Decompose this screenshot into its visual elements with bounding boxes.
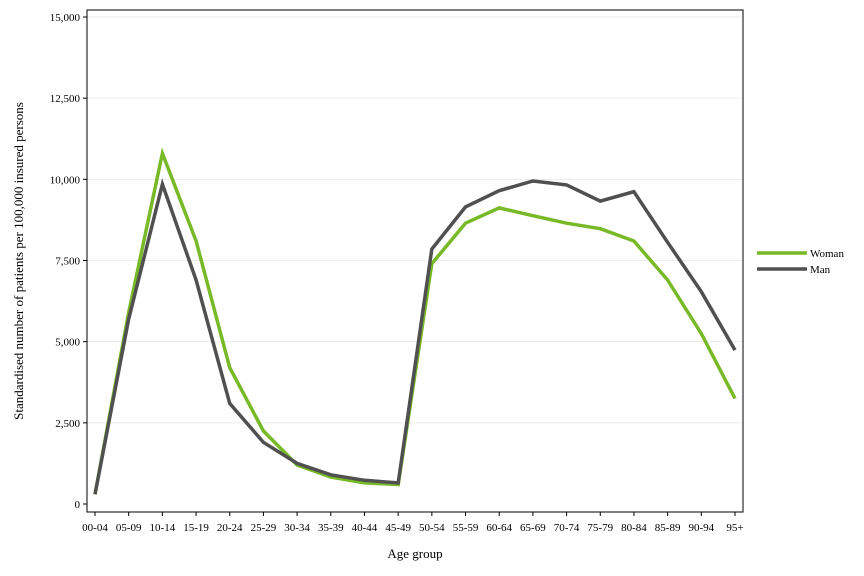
x-tick-label: 50-54 <box>419 522 445 534</box>
y-axis-title: Standardised number of patients per 100,… <box>11 102 26 420</box>
y-tick-label: 15,000 <box>50 12 81 24</box>
series-line-woman <box>93 147 737 495</box>
x-tick-label: 05-09 <box>116 522 142 534</box>
axes: 0 2,500 5,000 7,500 10,000 12,500 15,000 00-04 0… <box>50 12 744 534</box>
x-tick-label: 90-94 <box>688 522 714 534</box>
x-tick-label: 30-34 <box>284 522 310 534</box>
x-axis-title: Age group <box>387 546 442 561</box>
x-tick-label: 60-64 <box>486 522 512 534</box>
x-tick-label: 20-24 <box>217 522 243 534</box>
y-tick-label: 10,000 <box>50 174 81 186</box>
series-line-man <box>93 178 737 495</box>
x-tick-label: 80-84 <box>621 522 647 534</box>
x-tick-label: 75-79 <box>587 522 613 534</box>
x-tick-label: 00-04 <box>82 522 108 534</box>
y-tick-label: 5,000 <box>55 337 80 349</box>
y-tick-label: 7,500 <box>55 256 80 268</box>
x-tick-label: 55-59 <box>453 522 479 534</box>
x-tick-label: 15-19 <box>183 522 209 534</box>
x-tick-label: 85-89 <box>655 522 681 534</box>
y-tick-label: 2,500 <box>55 418 80 430</box>
x-tick-label: 45-49 <box>385 522 411 534</box>
x-tick-label: 65-69 <box>520 522 546 534</box>
x-tick-label: 95+ <box>726 522 743 534</box>
gridlines <box>87 16 743 424</box>
series-lines <box>93 147 737 495</box>
y-tick-label: 0 <box>75 499 81 511</box>
x-tick-label: 25-29 <box>251 522 277 534</box>
x-tick-label: 35-39 <box>318 522 344 534</box>
x-tick-label: 10-14 <box>150 522 176 534</box>
x-tick-label: 70-74 <box>554 522 580 534</box>
x-tick-label: 40-44 <box>352 522 378 534</box>
legend-label-man: Man <box>810 264 831 276</box>
legend: Woman Man <box>757 248 844 276</box>
legend-label-woman: Woman <box>810 248 844 260</box>
y-tick-label: 12,500 <box>50 93 81 105</box>
